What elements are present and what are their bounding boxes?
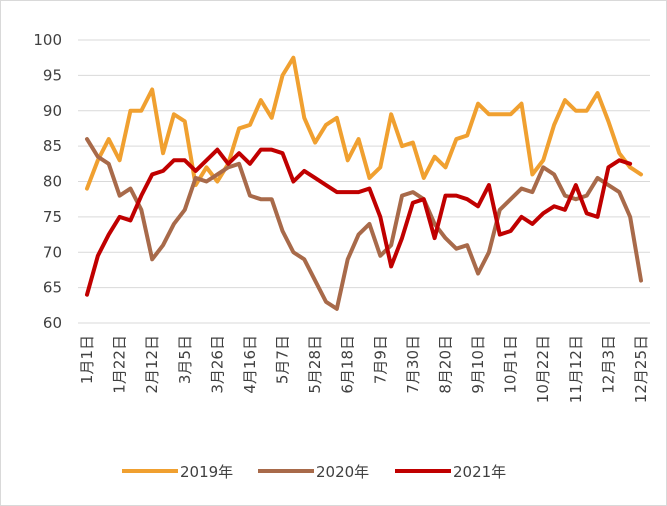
x-tick-label: 6月18日 [339,335,357,394]
x-tick-label: 2月12日 [143,335,161,394]
x-tick-label: 7月9日 [371,335,389,384]
x-tick-label: 10月22日 [534,335,552,403]
x-tick-label: 3月5日 [176,335,194,384]
series-line [85,147,633,297]
y-tick-label: 80 [43,173,62,191]
y-tick-label: 70 [43,243,62,261]
series-line [85,55,643,191]
legend-label: 2019年 [180,463,233,481]
legend-label: 2021年 [453,463,506,481]
x-tick-label: 11月12日 [567,335,585,403]
y-tick-label: 75 [43,208,62,226]
x-tick-label: 12月3日 [599,335,617,394]
x-tick-label: 10月1日 [502,335,520,394]
x-tick-label: 3月26日 [208,335,226,394]
y-tick-label: 95 [43,66,62,84]
x-tick-label: 5月28日 [306,335,324,394]
x-tick-label: 9月10日 [469,335,487,394]
x-tick-label: 7月30日 [404,335,422,394]
x-tick-label: 4月16日 [241,335,259,394]
x-tick-label: 12月25日 [632,335,650,403]
y-tick-label: 65 [43,279,62,297]
legend-label: 2020年 [316,463,369,481]
y-tick-label: 85 [43,137,62,155]
x-tick-label: 1月1日 [78,335,96,384]
x-tick-label: 1月22日 [111,335,129,394]
y-tick-label: 90 [43,102,62,120]
y-tick-label: 100 [33,31,62,49]
x-tick-label: 5月7日 [274,335,292,384]
series-line [85,137,643,311]
x-tick-label: 8月20日 [436,335,454,394]
y-tick-label: 60 [43,314,62,332]
